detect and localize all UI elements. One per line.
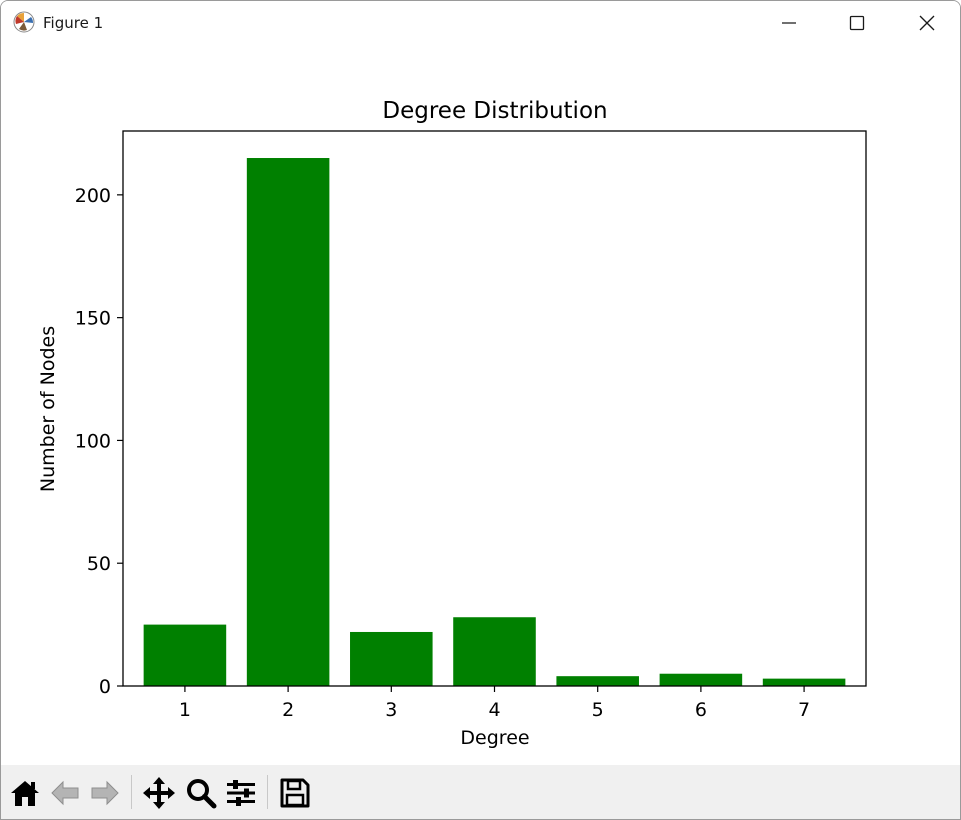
close-icon [919, 15, 935, 31]
figure-canvas[interactable]: Degree Distribution 0 50 100 150 200 1 2 3 4 5 6 7… [1, 45, 960, 765]
y-tick-label: 200 [75, 185, 111, 207]
pan-button[interactable] [141, 775, 177, 811]
pan-icon [143, 777, 175, 809]
forward-icon [91, 780, 119, 806]
bar-6 [659, 673, 743, 686]
configure-subplots-button[interactable] [223, 775, 259, 811]
x-tick-label: 2 [282, 699, 294, 721]
back-icon [51, 780, 79, 806]
bar-1 [143, 624, 227, 686]
y-axis-label: Number of Nodes [37, 326, 59, 492]
save-button[interactable] [277, 775, 313, 811]
x-tick-label: 5 [592, 699, 604, 721]
y-tick-label: 50 [87, 553, 111, 575]
x-tick-label: 1 [179, 699, 191, 721]
bar-chart: Degree Distribution 0 50 100 150 200 1 2 3 4 5 6 7… [37, 98, 867, 749]
minimize-button[interactable] [755, 1, 823, 45]
zoom-icon [187, 779, 217, 809]
matplotlib-app-icon [13, 11, 35, 33]
window-title: Figure 1 [43, 14, 104, 32]
bars-group [143, 158, 846, 686]
save-icon [280, 778, 310, 808]
x-axis-label: Degree [460, 727, 529, 749]
title-bar[interactable]: Figure 1 [1, 1, 960, 45]
y-tick-label: 100 [75, 430, 111, 452]
bar-7 [762, 678, 846, 686]
x-axis-ticks: 1 2 3 4 5 6 7 [179, 686, 810, 721]
toolbar-separator [267, 775, 268, 809]
bar-3 [350, 631, 433, 686]
y-axis-ticks: 0 50 100 150 200 [75, 185, 123, 698]
close-button[interactable] [893, 1, 960, 45]
toolbar-separator [131, 775, 132, 809]
x-tick-label: 4 [488, 699, 500, 721]
minimize-icon [782, 22, 796, 24]
maximize-button[interactable] [823, 1, 891, 45]
x-tick-label: 6 [695, 699, 707, 721]
navigation-toolbar [1, 765, 960, 819]
x-tick-label: 3 [385, 699, 397, 721]
chart-title: Degree Distribution [382, 98, 607, 124]
y-tick-label: 0 [99, 676, 111, 698]
zoom-button[interactable] [183, 775, 219, 811]
back-button[interactable] [47, 775, 83, 811]
maximize-icon [849, 15, 865, 31]
configure-subplots-icon [227, 780, 255, 806]
bar-5 [556, 676, 639, 686]
plot-frame [122, 130, 867, 687]
forward-button[interactable] [87, 775, 123, 811]
home-button[interactable] [7, 775, 43, 811]
home-icon [11, 781, 39, 806]
bar-2 [246, 158, 330, 686]
bar-4 [453, 617, 536, 686]
x-tick-label: 7 [798, 699, 810, 721]
y-tick-label: 150 [75, 308, 111, 330]
